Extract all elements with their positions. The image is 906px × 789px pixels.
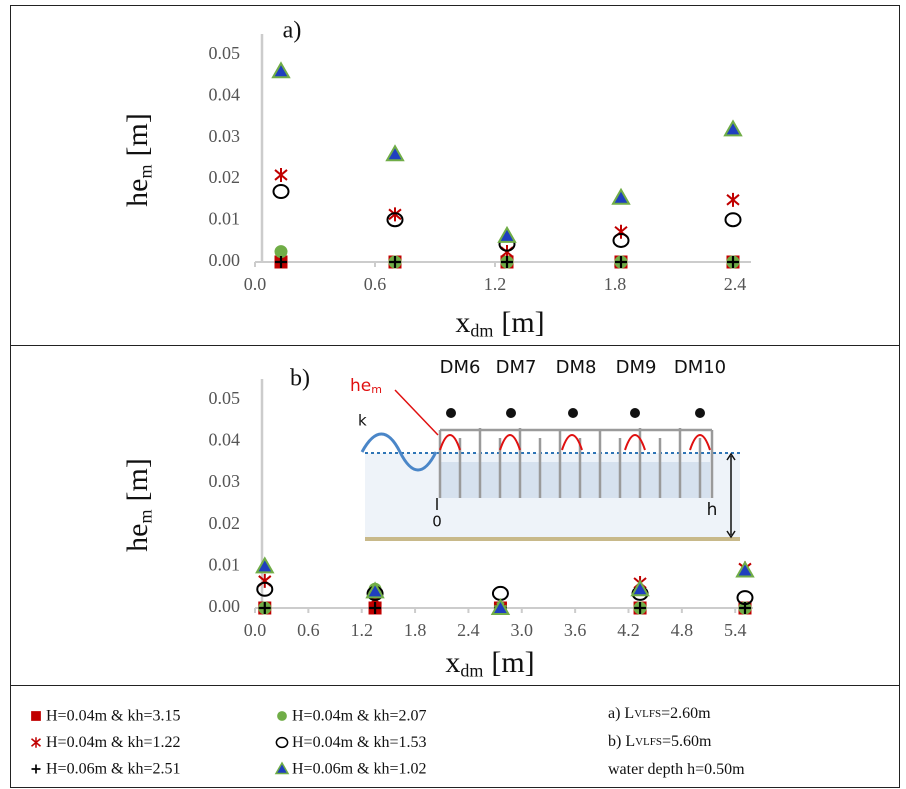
note-post: =5.60m xyxy=(662,733,712,750)
legend-label: H=0.04m & kh=3.15 xyxy=(46,708,181,725)
note-pre: b) L xyxy=(608,733,635,750)
panel-title: a) xyxy=(283,18,302,44)
y-tick-label: 0.00 xyxy=(209,250,241,270)
y-tick-label: 0.05 xyxy=(209,388,241,408)
y-tick-label: 0.00 xyxy=(209,596,241,616)
x-tick-label: 1.2 xyxy=(484,274,507,294)
note: water depth h=0.50m xyxy=(608,761,745,778)
marker-plus xyxy=(32,765,41,774)
x-tick-label: 0.6 xyxy=(297,620,320,640)
y-axis-label: hem [m] xyxy=(121,458,156,552)
wave-height-sub: m xyxy=(371,383,382,396)
x-tick-label: 1.8 xyxy=(604,274,627,294)
gauge xyxy=(506,408,516,418)
x-tick-label: 0.0 xyxy=(244,274,267,294)
x-axis-label: xdm [m] xyxy=(455,306,544,341)
y-tick-label: 0.04 xyxy=(209,430,241,450)
gauge-label: DM9 xyxy=(616,357,657,378)
axis-label-sub: m xyxy=(136,509,156,523)
gauge-label: DM10 xyxy=(674,357,726,378)
legend-label: H=0.04m & kh=1.22 xyxy=(46,734,181,751)
axis-label-unit: [m] xyxy=(491,646,534,679)
x-tick-label: 0.0 xyxy=(244,620,267,640)
marker-asterisk xyxy=(259,574,271,588)
marker-triangle xyxy=(499,228,515,242)
axis-label-unit: [m] xyxy=(121,113,154,156)
gauge-label: DM7 xyxy=(496,357,537,378)
note: a) LVLFS=2.60m xyxy=(608,705,711,722)
marker-triangle xyxy=(387,146,403,160)
legend-label: H=0.06m & kh=2.51 xyxy=(46,761,181,778)
note: b) LVLFS=5.60m xyxy=(608,733,712,750)
panel-title: b) xyxy=(290,366,310,392)
axis-label-main: he xyxy=(121,179,154,207)
marker-triangle xyxy=(273,63,289,77)
x-axis-label: xdm [m] xyxy=(445,646,534,681)
legend-label: H=0.04m & kh=1.53 xyxy=(292,734,427,751)
marker-circle xyxy=(277,711,287,721)
depth-label: h xyxy=(707,500,718,520)
axis-label-sub: dm xyxy=(460,661,483,681)
marker-open-circle xyxy=(493,587,508,600)
axis-label-main: he xyxy=(121,524,154,552)
x-tick-label: 5.4 xyxy=(724,620,747,640)
legend-label: H=0.06m & kh=1.02 xyxy=(292,761,427,778)
inset-diagram xyxy=(362,390,740,539)
marker-square xyxy=(31,711,41,721)
marker-asterisk xyxy=(275,168,287,182)
axis-label-sub: dm xyxy=(470,321,493,341)
x-tick-label: 4.8 xyxy=(671,620,694,640)
y-tick-label: 0.02 xyxy=(209,513,241,533)
axis-label-unit: [m] xyxy=(501,306,544,339)
marker-asterisk xyxy=(615,225,627,239)
axis-label-sub: m xyxy=(136,164,156,178)
figure: a)0.000.010.020.030.040.050.00.61.21.82.… xyxy=(0,0,906,789)
y-tick-label: 0.04 xyxy=(209,84,241,104)
legend-label: H=0.04m & kh=2.07 xyxy=(292,708,427,725)
marker-triangle xyxy=(613,190,629,204)
marker-triangle xyxy=(725,121,741,135)
marker-open-circle xyxy=(274,185,289,198)
axis-label-main: x xyxy=(445,646,460,679)
note-sub: VLFS xyxy=(635,736,662,748)
wave-height-label: hem xyxy=(350,376,382,396)
x-tick-label: 0.6 xyxy=(364,274,387,294)
x-tick-label: 2.4 xyxy=(457,620,480,640)
y-tick-label: 0.01 xyxy=(209,554,241,574)
marker-open-circle xyxy=(276,738,287,748)
gauge-label: DM8 xyxy=(556,357,597,378)
origin-label: 0 xyxy=(432,513,442,531)
marker-triangle xyxy=(257,558,273,572)
gauge-label: DM6 xyxy=(440,357,481,378)
note-pre: a) L xyxy=(608,705,634,722)
gauge xyxy=(695,408,705,418)
wave-height-main: he xyxy=(350,376,371,396)
y-tick-label: 0.03 xyxy=(209,471,241,491)
note-sub: VLFS xyxy=(634,708,661,720)
y-axis-label: hem [m] xyxy=(121,113,156,207)
y-tick-label: 0.01 xyxy=(209,209,241,229)
y-tick-label: 0.05 xyxy=(209,43,241,63)
gauge xyxy=(630,408,640,418)
x-tick-label: 2.4 xyxy=(724,274,747,294)
gauge xyxy=(568,408,578,418)
note-post: =2.60m xyxy=(661,705,711,722)
marker-asterisk xyxy=(727,193,739,207)
axis-label-unit: [m] xyxy=(121,458,154,501)
pointer xyxy=(395,390,438,435)
y-tick-label: 0.02 xyxy=(209,167,241,187)
note-text: water depth h=0.50m xyxy=(608,761,745,778)
marker-triangle xyxy=(276,763,288,774)
x-tick-label: 1.2 xyxy=(350,620,373,640)
x-tick-label: 1.8 xyxy=(404,620,427,640)
axis-label-main: x xyxy=(455,306,470,339)
x-tick-label: 3.6 xyxy=(564,620,587,640)
marker-open-circle xyxy=(726,213,741,226)
x-tick-label: 4.2 xyxy=(617,620,640,640)
gauge xyxy=(446,408,456,418)
wavenumber-label: k xyxy=(358,412,367,430)
marker-asterisk xyxy=(32,737,41,748)
x-tick-label: 3.0 xyxy=(511,620,534,640)
y-tick-label: 0.03 xyxy=(209,126,241,146)
